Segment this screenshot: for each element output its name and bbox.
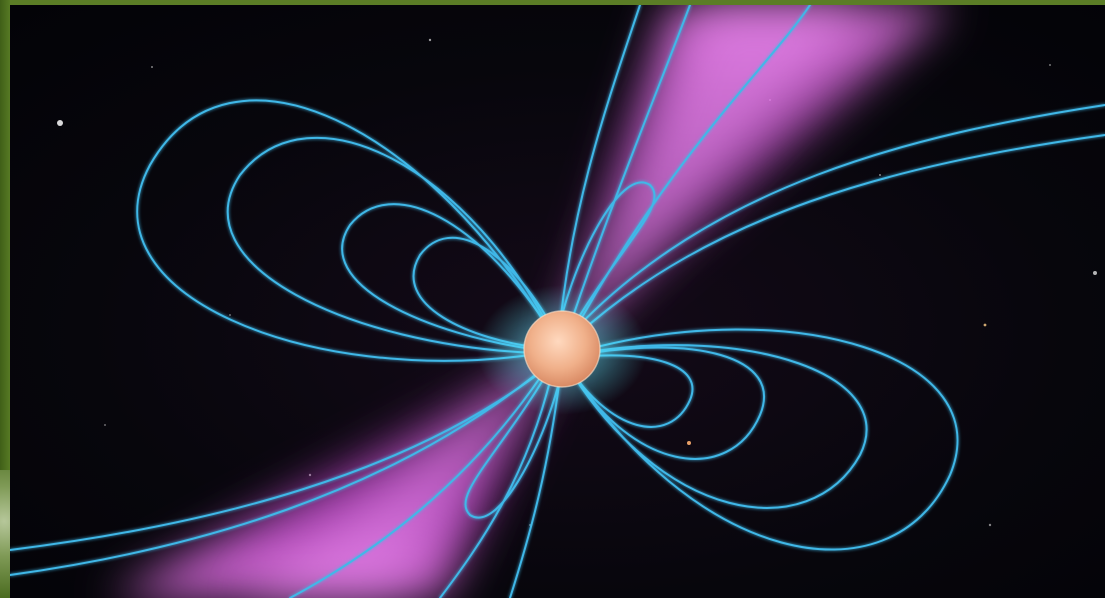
pulsar-image	[10, 5, 1105, 598]
neutron-star-rim	[523, 310, 601, 388]
neutron-star	[524, 311, 600, 387]
emission-beams	[110, 5, 950, 598]
frame-left-edge	[0, 0, 10, 598]
background-stars	[57, 38, 1097, 527]
